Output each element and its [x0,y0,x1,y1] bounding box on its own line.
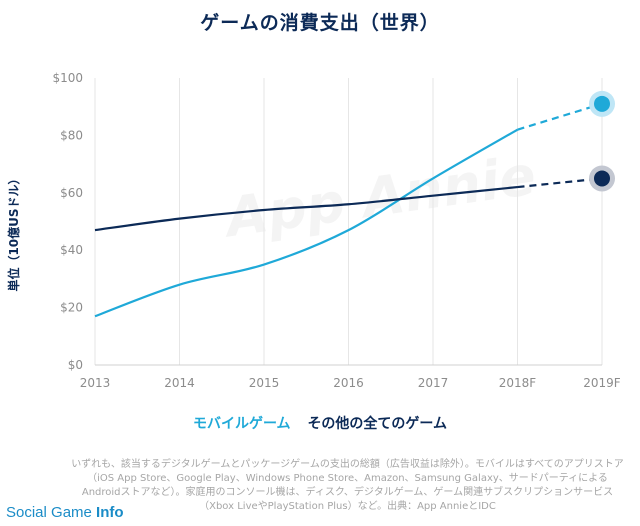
line-chart: 2013 2014 2015 2016 2017 2018F 2019F $0 $20 $40 $6… [52,71,621,390]
legend-item-mobile: モバイルゲーム [192,416,291,432]
x-tick-label: 2015 [249,376,280,390]
x-tick-label: 2019F [583,376,621,390]
y-tick-label: $0 [68,358,83,372]
series-end-point-1 [594,170,610,187]
brand-suffix: Info [96,504,124,521]
x-tick-label: 2014 [164,376,195,390]
y-tick-label: $100 [52,71,83,85]
y-tick-label: $40 [60,243,83,257]
legend: モバイルゲーム その他の全てのゲーム [0,413,640,433]
x-tick-label: 2013 [80,376,111,390]
brand-logo: Social Game Info [6,504,124,521]
y-tick-label: $80 [60,128,83,142]
y-tick-label: $20 [60,301,83,315]
x-tick-label: 2016 [333,376,364,390]
series-end-point-0 [594,95,610,112]
x-tick-label: 2017 [418,376,449,390]
chart-title: ゲームの消費支出（世界） [200,12,440,34]
x-tick-label: 2018F [499,376,537,390]
series-line-0 [94,128,519,318]
series-forecast-line-1 [517,177,603,189]
series-forecast-line-0 [517,102,603,131]
series-line-1 [94,185,518,232]
brand-prefix: Social Game [6,504,97,521]
y-tick-label: $60 [60,186,83,200]
footnote: いずれも、該当するデジタルゲームとパッケージゲームの支出の総額（広告収益は除外）… [71,459,624,512]
legend-item-other-games: その他の全てのゲーム [307,416,448,432]
